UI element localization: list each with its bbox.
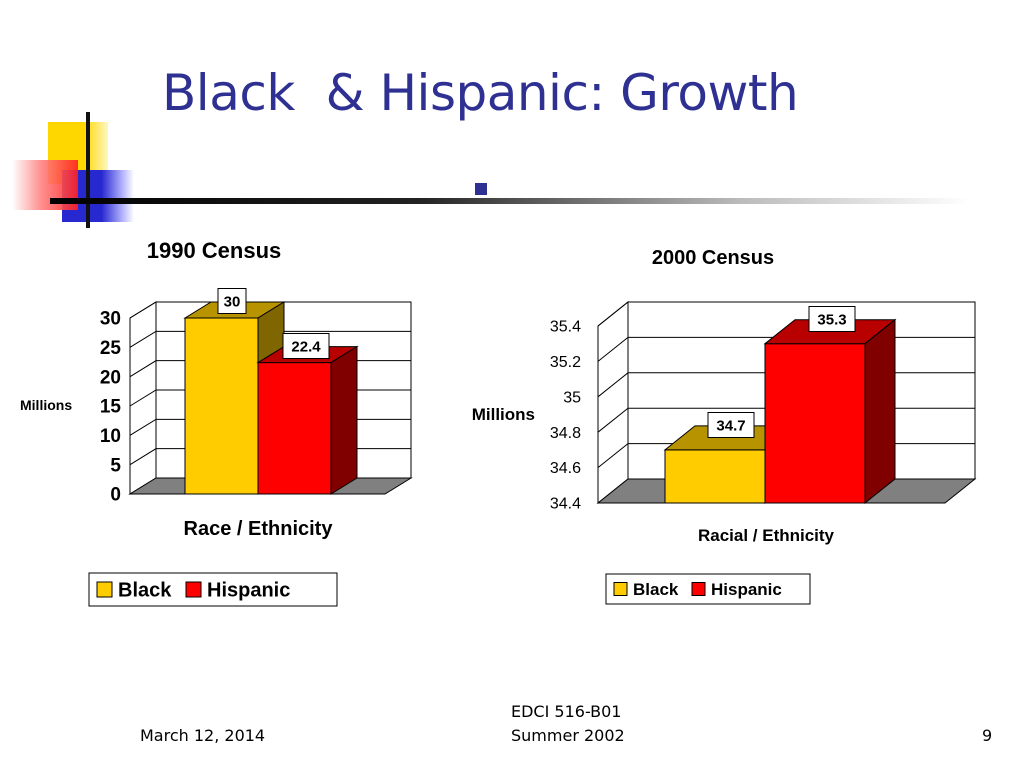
page-title: Black & Hispanic: Growth: [162, 64, 799, 122]
chart2-bar-side-hispanic: [864, 318, 896, 505]
chart1-title: 1990 Census: [147, 238, 282, 263]
chart2-bar-black: [664, 449, 766, 504]
chart2-x-axis-label: Racial / Ethnicity: [698, 526, 835, 545]
chart2-gridline: [597, 301, 975, 327]
title-underline: [50, 198, 970, 204]
chart2-title: 2000 Census: [652, 247, 774, 269]
footer-term: Summer 2002: [511, 726, 625, 745]
chart2-y-tick-label: 35.2: [550, 354, 581, 371]
chart2-legend: [605, 573, 811, 605]
chart2-y-axis-label: Millions: [472, 405, 535, 424]
title-dot: [475, 183, 487, 195]
chart1-y-tick-label: 5: [110, 455, 121, 476]
chart1-gridline: [129, 301, 411, 319]
chart1-x-axis-label: Race / Ethnicity: [184, 518, 334, 540]
footer-date: March 12, 2014: [140, 726, 266, 745]
chart1-y-axis-label: Millions: [20, 397, 72, 413]
chart2-bar-hispanic: [764, 343, 866, 504]
chart1-y-tick-label: 0: [110, 485, 121, 506]
chart1-legend: [88, 572, 338, 607]
chart1-bar-hispanic: [257, 362, 332, 495]
chart1-data-label: 22.4: [291, 338, 321, 355]
chart2-data-label: 35.3: [817, 311, 846, 328]
page-number: 9: [982, 726, 993, 745]
decor-vertical-line: [86, 112, 90, 228]
chart2-y-tick-label: 34.8: [550, 425, 581, 442]
chart1-y-tick-label: 30: [100, 309, 121, 330]
chart1-y-tick-label: 20: [100, 367, 121, 388]
chart1-bar-black: [184, 317, 259, 495]
chart1-data-label-box: [282, 333, 330, 359]
chart1-data-label: 30: [224, 293, 241, 310]
chart2-data-label: 34.7: [716, 417, 745, 434]
chart2-side-wall: [597, 300, 629, 505]
chart2-y-tick-label: 35: [563, 389, 581, 406]
chart2-legend-swatch-black: [613, 582, 628, 596]
chart1-legend-swatch-black: [96, 581, 113, 598]
chart2-y-tick-label: 34.4: [550, 496, 581, 513]
chart2-data-label-box: [808, 306, 856, 332]
chart1-y-tick-label: 10: [100, 426, 121, 447]
chart2-legend-label-hispanic: Hispanic: [711, 580, 782, 599]
chart1-gridline: [129, 330, 411, 348]
chart1-y-tick-label: 25: [100, 338, 122, 359]
chart1-y-tick-label: 15: [100, 397, 122, 418]
chart1-bar-side-hispanic: [330, 345, 358, 495]
chart2-data-label-box: [707, 412, 755, 438]
chart2-y-tick-label: 35.4: [550, 319, 581, 336]
chart2-legend-swatch-hispanic: [691, 582, 706, 596]
chart2-legend-label-black: Black: [633, 580, 679, 599]
chart1-legend-label-black: Black: [118, 580, 172, 602]
chart2-y-tick-label: 34.6: [550, 460, 581, 477]
footer-course: EDCI 516-B01: [511, 702, 622, 721]
chart1-legend-label-hispanic: Hispanic: [207, 580, 290, 602]
chart1-legend-swatch-hispanic: [185, 581, 202, 598]
chart1-data-label-box: [217, 288, 247, 314]
